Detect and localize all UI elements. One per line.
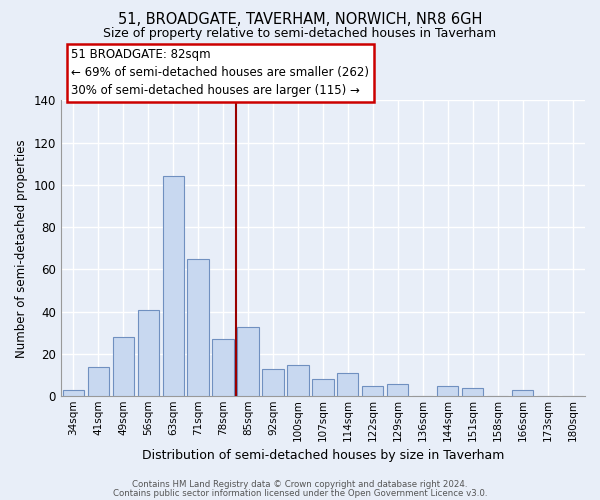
- Text: 51, BROADGATE, TAVERHAM, NORWICH, NR8 6GH: 51, BROADGATE, TAVERHAM, NORWICH, NR8 6G…: [118, 12, 482, 28]
- Bar: [512, 390, 533, 396]
- Bar: [462, 388, 483, 396]
- Bar: [337, 373, 358, 396]
- Bar: [212, 339, 233, 396]
- Text: 51 BROADGATE: 82sqm
← 69% of semi-detached houses are smaller (262)
30% of semi-: 51 BROADGATE: 82sqm ← 69% of semi-detach…: [71, 48, 369, 98]
- Bar: [187, 259, 209, 396]
- Bar: [88, 366, 109, 396]
- X-axis label: Distribution of semi-detached houses by size in Taverham: Distribution of semi-detached houses by …: [142, 450, 504, 462]
- Bar: [262, 369, 284, 396]
- Bar: [312, 380, 334, 396]
- Bar: [387, 384, 409, 396]
- Bar: [238, 326, 259, 396]
- Bar: [62, 390, 84, 396]
- Bar: [437, 386, 458, 396]
- Bar: [163, 176, 184, 396]
- Bar: [362, 386, 383, 396]
- Bar: [287, 364, 308, 396]
- Bar: [137, 310, 159, 396]
- Bar: [113, 337, 134, 396]
- Text: Size of property relative to semi-detached houses in Taverham: Size of property relative to semi-detach…: [103, 28, 497, 40]
- Y-axis label: Number of semi-detached properties: Number of semi-detached properties: [15, 139, 28, 358]
- Text: Contains public sector information licensed under the Open Government Licence v3: Contains public sector information licen…: [113, 488, 487, 498]
- Text: Contains HM Land Registry data © Crown copyright and database right 2024.: Contains HM Land Registry data © Crown c…: [132, 480, 468, 489]
